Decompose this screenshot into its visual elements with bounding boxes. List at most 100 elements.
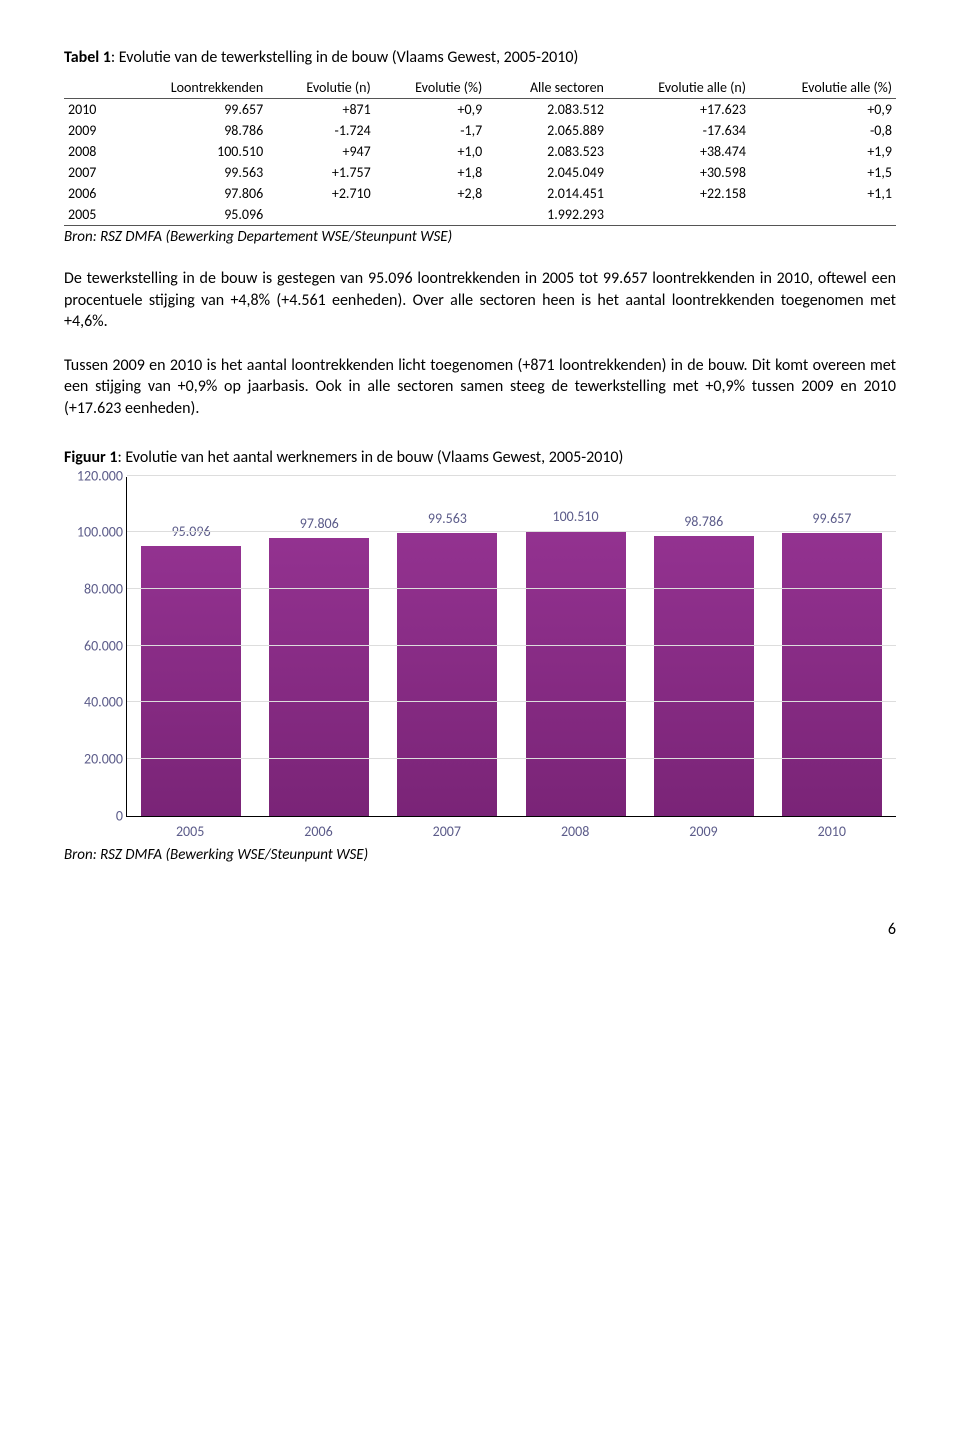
bar: [141, 546, 241, 815]
table-row: 200799.563+1.757+1,82.045.049+30.598+1,5: [64, 162, 896, 183]
table-cell: 2006: [64, 183, 118, 204]
table-cell: 95.096: [118, 204, 267, 226]
bar-value-label: 98.786: [684, 513, 723, 530]
bar: [397, 533, 497, 815]
page-number: 6: [64, 920, 896, 939]
x-axis-label: 2006: [263, 823, 373, 840]
table-cell: +0,9: [750, 99, 896, 121]
table-row: 200998.786-1.724-1,72.065.889-17.634-0,8: [64, 120, 896, 141]
gridline: [127, 531, 896, 532]
table-cell: 99.657: [118, 99, 267, 121]
table-source: Bron: RSZ DMFA (Bewerking Departement WS…: [64, 228, 896, 246]
x-axis-label: 2009: [648, 823, 758, 840]
table-cell: -0,8: [750, 120, 896, 141]
y-axis-label: 100.000: [65, 524, 123, 541]
column-header: Evolutie (n): [267, 77, 375, 99]
table-cell: 2.045.049: [486, 162, 608, 183]
table-cell: [608, 204, 750, 226]
bar-column: 99.657: [777, 510, 887, 815]
bar-column: 100.510: [521, 508, 631, 816]
gridline: [127, 701, 896, 702]
column-header: Alle sectoren: [486, 77, 608, 99]
bar-column: 99.563: [392, 510, 502, 815]
table-cell: -1,7: [375, 120, 486, 141]
x-axis-label: 2010: [777, 823, 887, 840]
column-header: Evolutie alle (n): [608, 77, 750, 99]
table-cell: 2008: [64, 141, 118, 162]
table-cell: +2,8: [375, 183, 486, 204]
paragraph-1: De tewerkstelling in de bouw is gestegen…: [64, 268, 896, 333]
table-title-bold: Tabel 1: [64, 48, 111, 67]
table-cell: +1,8: [375, 162, 486, 183]
y-axis-label: 20.000: [65, 750, 123, 767]
table-cell: +2.710: [267, 183, 375, 204]
table-cell: +22.158: [608, 183, 750, 204]
column-header: Evolutie (%): [375, 77, 486, 99]
bar-column: 98.786: [649, 513, 759, 816]
x-axis-label: 2005: [135, 823, 245, 840]
table-cell: -17.634: [608, 120, 750, 141]
table-row: 200595.096 1.992.293: [64, 204, 896, 226]
gridline: [127, 645, 896, 646]
table-title: Tabel 1: Evolutie van de tewerkstelling …: [64, 48, 896, 67]
table-cell: 98.786: [118, 120, 267, 141]
table-cell: +38.474: [608, 141, 750, 162]
table-cell: 97.806: [118, 183, 267, 204]
table-cell: 99.563: [118, 162, 267, 183]
x-axis-label: 2008: [520, 823, 630, 840]
table-cell: 2.065.889: [486, 120, 608, 141]
table-cell: 2.083.512: [486, 99, 608, 121]
gridline: [127, 758, 896, 759]
table-cell: 1.992.293: [486, 204, 608, 226]
table-cell: [750, 204, 896, 226]
table-cell: +0,9: [375, 99, 486, 121]
table-cell: 2005: [64, 204, 118, 226]
table-cell: +1,0: [375, 141, 486, 162]
table-cell: 2010: [64, 99, 118, 121]
paragraph-2: Tussen 2009 en 2010 is het aantal loontr…: [64, 355, 896, 420]
table-cell: -1.724: [267, 120, 375, 141]
figure-source: Bron: RSZ DMFA (Bewerking WSE/Steunpunt …: [64, 846, 896, 864]
bar: [269, 538, 369, 815]
x-axis-label: 2007: [392, 823, 502, 840]
bar-column: 97.806: [264, 515, 374, 815]
table-row: 2008100.510+947+1,02.083.523+38.474+1,9: [64, 141, 896, 162]
table-cell: [375, 204, 486, 226]
y-axis-label: 80.000: [65, 580, 123, 597]
table-cell: +17.623: [608, 99, 750, 121]
gridline: [127, 475, 896, 476]
column-header: [64, 77, 118, 99]
table-cell: +1,5: [750, 162, 896, 183]
bar: [782, 533, 882, 815]
table-cell: 2007: [64, 162, 118, 183]
table-cell: +30.598: [608, 162, 750, 183]
table-cell: 2.014.451: [486, 183, 608, 204]
y-axis-label: 120.000: [65, 467, 123, 484]
data-table: LoontrekkendenEvolutie (n)Evolutie (%)Al…: [64, 77, 896, 226]
figure-title-rest: : Evolutie van het aantal werknemers in …: [117, 448, 623, 467]
gridline: [127, 588, 896, 589]
table-cell: +947: [267, 141, 375, 162]
table-cell: +1,9: [750, 141, 896, 162]
table-cell: +1,1: [750, 183, 896, 204]
bar-chart: 95.09697.80699.563100.51098.78699.657 02…: [64, 477, 896, 840]
figure-title-bold: Figuur 1: [64, 448, 117, 467]
bar-value-label: 97.806: [300, 515, 339, 532]
column-header: Loontrekkenden: [118, 77, 267, 99]
table-row: 200697.806+2.710+2,82.014.451+22.158+1,1: [64, 183, 896, 204]
table-cell: +1.757: [267, 162, 375, 183]
y-axis-label: 0: [65, 807, 123, 824]
table-cell: +871: [267, 99, 375, 121]
bar-value-label: 100.510: [552, 508, 598, 525]
column-header: Evolutie alle (%): [750, 77, 896, 99]
figure-title: Figuur 1: Evolutie van het aantal werkne…: [64, 448, 896, 467]
bar-column: 95.096: [136, 523, 246, 815]
table-cell: 2.083.523: [486, 141, 608, 162]
y-axis-label: 40.000: [65, 694, 123, 711]
table-cell: 2009: [64, 120, 118, 141]
y-axis-label: 60.000: [65, 637, 123, 654]
bar-value-label: 99.563: [428, 510, 467, 527]
table-cell: 100.510: [118, 141, 267, 162]
bar: [654, 536, 754, 816]
table-row: 201099.657+871+0,92.083.512+17.623+0,9: [64, 99, 896, 121]
